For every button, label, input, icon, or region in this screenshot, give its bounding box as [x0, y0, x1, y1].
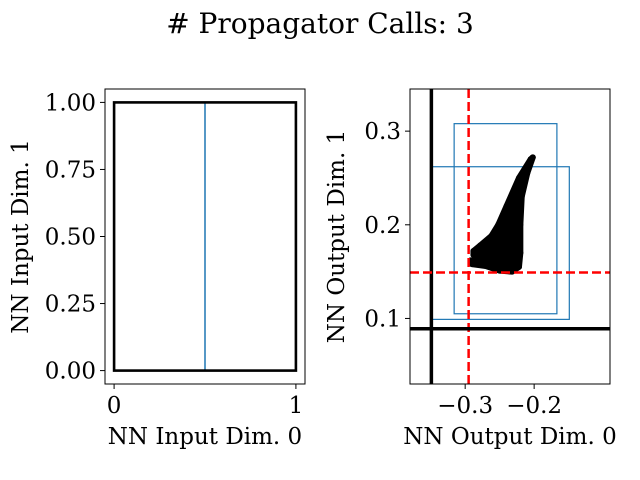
- sample-point: [495, 221, 502, 228]
- x-tick-label: −0.2: [506, 393, 562, 419]
- y-tick-label: 0.25: [45, 292, 96, 318]
- output-space-plot: −0.3 −0.2 0.1 0.2 0.3 NN Output Dim. 0 NN Outp…: [324, 88, 617, 450]
- y-tick-label: 1.00: [45, 90, 96, 116]
- figure-title: # Propagator Calls: 3: [166, 7, 474, 40]
- sample-point: [488, 233, 495, 240]
- input-space-plot: 0 1 0.00 0.25 0.50 0.75 1.00 NN Input Dim. 0 NN …: [8, 88, 306, 450]
- sample-point: [518, 193, 525, 200]
- x-tick-label: 1: [289, 393, 304, 419]
- sample-point: [470, 251, 477, 258]
- y-axis-label: NN Output Dim. 1: [324, 130, 350, 343]
- sample-points-cloud: [467, 154, 536, 275]
- x-tick-label: −0.3: [437, 393, 493, 419]
- reachable-box: [453, 123, 558, 315]
- partition-box: [113, 101, 206, 372]
- sample-point: [515, 263, 522, 270]
- sample-point: [517, 249, 524, 256]
- input-set-box: [112, 101, 298, 372]
- y-tick-label: 0.1: [364, 306, 401, 332]
- y-axis-label: NN Input Dim. 1: [8, 139, 34, 333]
- sample-point: [474, 257, 481, 264]
- y-tick-label: 0.2: [364, 213, 401, 239]
- sample-point: [509, 268, 516, 275]
- sample-point: [524, 170, 531, 177]
- y-tick-label: 0.00: [45, 359, 96, 385]
- sample-point: [515, 174, 522, 181]
- sample-point: [503, 203, 510, 210]
- partition-box: [204, 101, 297, 372]
- y-tick-label: 0.50: [45, 225, 96, 251]
- sample-point: [482, 263, 489, 269]
- sample-point: [477, 242, 484, 249]
- x-axis-label: NN Output Dim. 0: [403, 424, 616, 450]
- y-tick-label: 0.3: [364, 119, 401, 145]
- axes-frame: [409, 88, 611, 385]
- x-axis-label: NN Input Dim. 0: [108, 424, 302, 450]
- x-tick-label: 0: [107, 393, 122, 419]
- sample-point: [517, 221, 524, 228]
- y-tick-label: 0.75: [45, 157, 96, 183]
- sample-point: [527, 156, 534, 163]
